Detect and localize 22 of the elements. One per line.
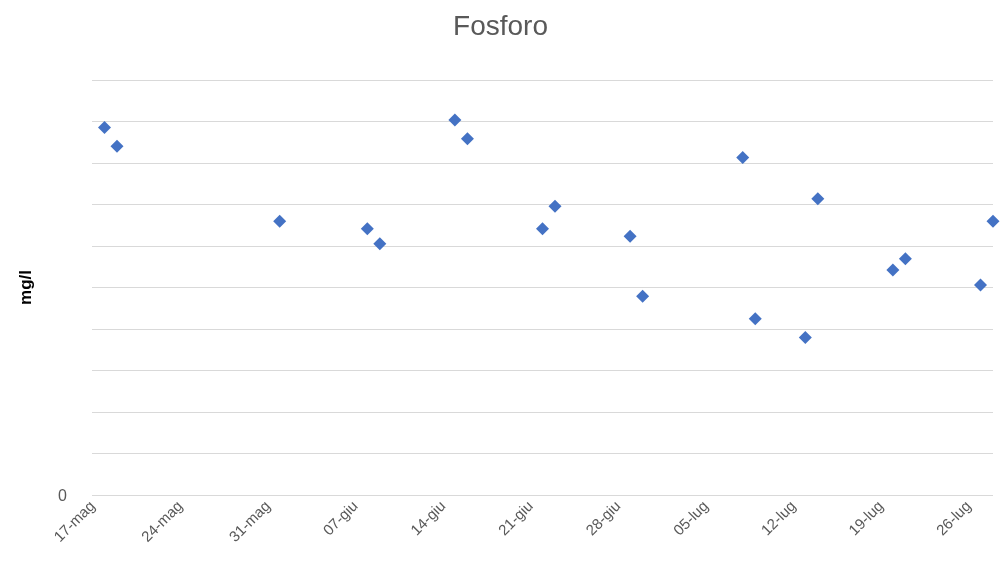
point — [798, 331, 812, 345]
point — [623, 229, 637, 243]
point — [748, 312, 762, 326]
point — [548, 199, 562, 213]
text: 0 — [58, 486, 67, 504]
point — [373, 237, 387, 251]
chart-title: Fosforo — [453, 9, 548, 41]
point — [636, 289, 650, 303]
point — [736, 151, 750, 165]
point — [273, 214, 287, 228]
point — [811, 192, 825, 206]
point — [448, 113, 462, 127]
point — [898, 252, 912, 266]
point — [360, 222, 374, 236]
point — [536, 222, 549, 236]
point — [886, 263, 900, 277]
y-axis-title: mg/l — [16, 270, 35, 305]
point — [986, 214, 1000, 228]
point — [110, 139, 124, 153]
point — [460, 132, 474, 146]
point — [98, 121, 112, 135]
point — [973, 278, 987, 292]
